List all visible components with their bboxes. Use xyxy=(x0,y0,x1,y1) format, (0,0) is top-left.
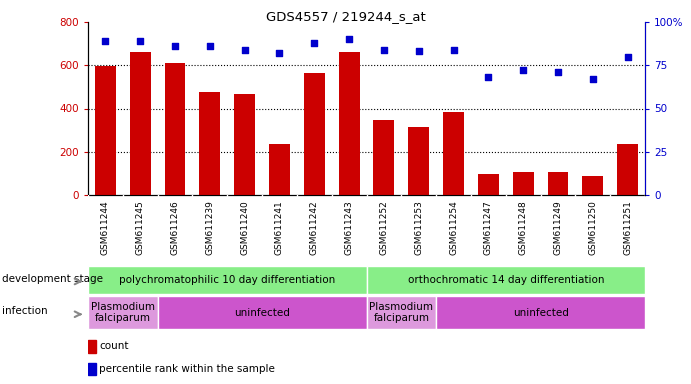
Bar xyxy=(88,266,366,295)
Text: GSM611249: GSM611249 xyxy=(553,200,562,255)
Bar xyxy=(617,144,638,195)
Text: GDS4557 / 219244_s_at: GDS4557 / 219244_s_at xyxy=(265,10,426,23)
Bar xyxy=(88,296,158,329)
Text: GSM611246: GSM611246 xyxy=(171,200,180,255)
Bar xyxy=(366,296,436,329)
Text: Plasmodium
falciparum: Plasmodium falciparum xyxy=(91,302,155,323)
Text: GSM611241: GSM611241 xyxy=(275,200,284,255)
Text: GSM611243: GSM611243 xyxy=(345,200,354,255)
Text: GSM611252: GSM611252 xyxy=(379,200,388,255)
Point xyxy=(274,50,285,56)
Point xyxy=(239,46,250,53)
Text: GSM611248: GSM611248 xyxy=(519,200,528,255)
Bar xyxy=(200,92,220,195)
Bar xyxy=(366,266,645,295)
Text: count: count xyxy=(99,341,129,351)
Text: GSM611254: GSM611254 xyxy=(449,200,458,255)
Text: development stage: development stage xyxy=(2,273,103,283)
Text: GSM611245: GSM611245 xyxy=(135,200,144,255)
Point xyxy=(587,76,598,82)
Text: uninfected: uninfected xyxy=(234,308,290,318)
Text: infection: infection xyxy=(2,306,48,316)
Bar xyxy=(88,362,96,375)
Point xyxy=(552,69,563,75)
Bar xyxy=(408,127,429,195)
Bar xyxy=(95,66,116,195)
Point xyxy=(343,36,354,42)
Text: polychromatophilic 10 day differentiation: polychromatophilic 10 day differentiatio… xyxy=(119,275,335,285)
Bar xyxy=(164,63,185,195)
Bar xyxy=(436,296,645,329)
Bar xyxy=(339,52,359,195)
Text: Plasmodium
falciparum: Plasmodium falciparum xyxy=(369,302,433,323)
Text: GSM611239: GSM611239 xyxy=(205,200,214,255)
Point xyxy=(413,48,424,55)
Text: orthochromatic 14 day differentiation: orthochromatic 14 day differentiation xyxy=(408,275,604,285)
Bar xyxy=(88,340,96,353)
Bar xyxy=(547,172,569,195)
Point xyxy=(169,43,180,49)
Bar xyxy=(130,52,151,195)
Text: GSM611240: GSM611240 xyxy=(240,200,249,255)
Bar xyxy=(234,94,255,195)
Point xyxy=(483,74,494,80)
Bar xyxy=(158,296,366,329)
Bar xyxy=(443,112,464,195)
Bar xyxy=(513,172,533,195)
Point xyxy=(379,46,390,53)
Text: GSM611253: GSM611253 xyxy=(414,200,423,255)
Point xyxy=(100,38,111,44)
Text: GSM611247: GSM611247 xyxy=(484,200,493,255)
Bar xyxy=(478,174,499,195)
Bar xyxy=(269,144,290,195)
Text: GSM611244: GSM611244 xyxy=(101,200,110,255)
Text: GSM611251: GSM611251 xyxy=(623,200,632,255)
Point xyxy=(622,53,633,60)
Point xyxy=(448,46,459,53)
Text: uninfected: uninfected xyxy=(513,308,569,318)
Point xyxy=(518,67,529,73)
Bar xyxy=(583,175,603,195)
Point xyxy=(309,40,320,46)
Text: GSM611242: GSM611242 xyxy=(310,200,319,255)
Bar xyxy=(373,121,395,195)
Bar xyxy=(304,73,325,195)
Point xyxy=(135,38,146,44)
Point xyxy=(205,43,216,49)
Text: percentile rank within the sample: percentile rank within the sample xyxy=(99,364,275,374)
Text: GSM611250: GSM611250 xyxy=(588,200,597,255)
